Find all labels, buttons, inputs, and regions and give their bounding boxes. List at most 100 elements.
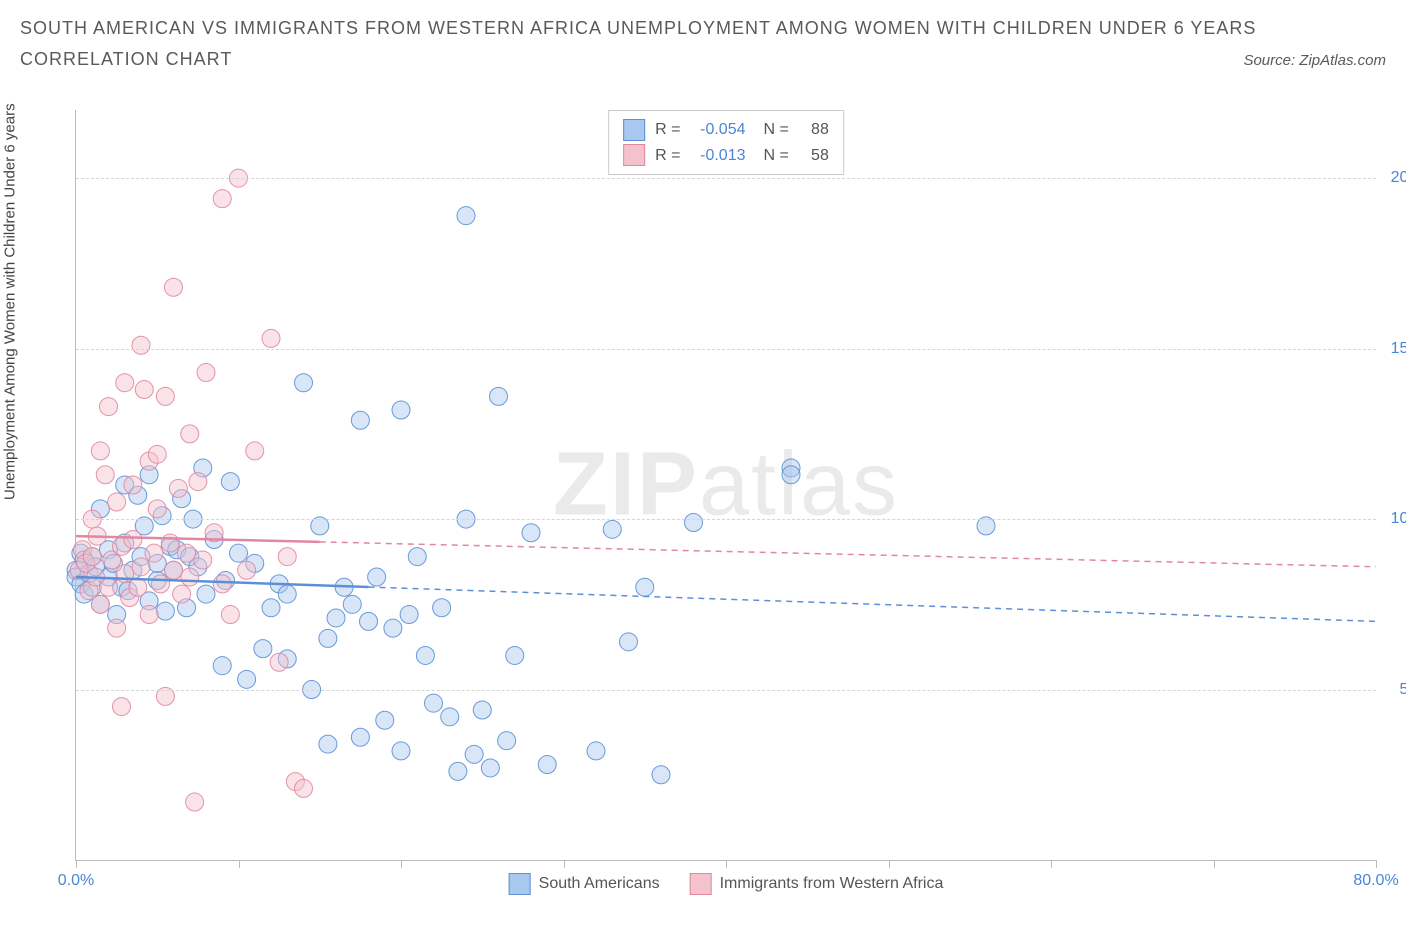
scatter-point xyxy=(148,445,166,463)
scatter-point xyxy=(376,711,394,729)
scatter-point xyxy=(91,442,109,460)
scatter-point xyxy=(213,190,231,208)
scatter-point xyxy=(262,329,280,347)
grid-line xyxy=(76,519,1376,520)
scatter-point xyxy=(100,398,118,416)
scatter-point xyxy=(148,500,166,518)
legend-label: South Americans xyxy=(539,875,660,893)
scatter-point xyxy=(319,629,337,647)
scatter-point xyxy=(238,670,256,688)
stats-r-label: R = xyxy=(655,117,680,143)
chart-container: Unemployment Among Women with Children U… xyxy=(20,100,1386,900)
scatter-point xyxy=(603,520,621,538)
scatter-point xyxy=(327,609,345,627)
scatter-point xyxy=(197,364,215,382)
scatter-point xyxy=(189,473,207,491)
chart-subtitle: CORRELATION CHART xyxy=(20,49,232,70)
scatter-point xyxy=(91,595,109,613)
y-tick-label: 10.0% xyxy=(1391,510,1406,528)
scatter-point xyxy=(498,732,516,750)
scatter-point xyxy=(100,578,118,596)
scatter-point xyxy=(392,742,410,760)
scatter-point xyxy=(652,766,670,784)
scatter-point xyxy=(473,701,491,719)
scatter-point xyxy=(213,657,231,675)
stats-r-value: -0.054 xyxy=(691,117,746,143)
scatter-point xyxy=(145,544,163,562)
scatter-point xyxy=(181,425,199,443)
y-axis-label: Unemployment Among Women with Children U… xyxy=(2,103,19,500)
scatter-point xyxy=(116,374,134,392)
scatter-point xyxy=(368,568,386,586)
scatter-svg xyxy=(76,110,1376,860)
scatter-point xyxy=(319,735,337,753)
x-tick xyxy=(564,860,565,868)
legend-label: Immigrants from Western Africa xyxy=(720,875,944,893)
trend-line-dashed xyxy=(369,587,1377,621)
scatter-point xyxy=(108,493,126,511)
grid-line xyxy=(76,349,1376,350)
grid-line xyxy=(76,178,1376,179)
scatter-point xyxy=(165,561,183,579)
x-tick xyxy=(1051,860,1052,868)
scatter-point xyxy=(782,466,800,484)
scatter-point xyxy=(156,602,174,620)
scatter-point xyxy=(132,336,150,354)
stats-row: R =-0.013N =58 xyxy=(623,143,829,169)
stats-r-label: R = xyxy=(655,143,680,169)
scatter-point xyxy=(587,742,605,760)
trend-line-dashed xyxy=(320,542,1376,567)
scatter-point xyxy=(230,544,248,562)
subtitle-row: CORRELATION CHART Source: ZipAtlas.com xyxy=(20,49,1386,70)
scatter-point xyxy=(165,278,183,296)
scatter-point xyxy=(129,578,147,596)
scatter-point xyxy=(351,728,369,746)
scatter-point xyxy=(173,585,191,603)
stats-n-label: N = xyxy=(764,117,789,143)
scatter-point xyxy=(384,619,402,637)
x-tick xyxy=(1214,860,1215,868)
scatter-point xyxy=(197,585,215,603)
scatter-point xyxy=(132,558,150,576)
scatter-point xyxy=(194,551,212,569)
scatter-point xyxy=(161,534,179,552)
stats-n-value: 58 xyxy=(799,143,829,169)
header: SOUTH AMERICAN VS IMMIGRANTS FROM WESTER… xyxy=(0,0,1406,70)
scatter-point xyxy=(465,745,483,763)
scatter-point xyxy=(449,762,467,780)
x-tick-label: 0.0% xyxy=(58,872,94,890)
scatter-point xyxy=(213,575,231,593)
scatter-point xyxy=(636,578,654,596)
plot-area: ZIPatlas R =-0.054N =88R =-0.013N =58 So… xyxy=(75,110,1376,861)
x-tick xyxy=(1376,860,1377,868)
scatter-point xyxy=(152,575,170,593)
scatter-point xyxy=(538,756,556,774)
scatter-point xyxy=(181,568,199,586)
x-tick xyxy=(726,860,727,868)
grid-line xyxy=(76,690,1376,691)
scatter-point xyxy=(457,207,475,225)
bottom-legend: South Americans Immigrants from Western A… xyxy=(509,873,944,895)
scatter-point xyxy=(481,759,499,777)
scatter-point xyxy=(246,442,264,460)
scatter-point xyxy=(343,595,361,613)
legend-item: South Americans xyxy=(509,873,660,895)
chart-title: SOUTH AMERICAN VS IMMIGRANTS FROM WESTER… xyxy=(20,18,1386,39)
legend-swatch xyxy=(623,144,645,166)
scatter-point xyxy=(83,548,101,566)
y-tick-label: 5.0% xyxy=(1400,681,1406,699)
scatter-point xyxy=(620,633,638,651)
y-tick-label: 20.0% xyxy=(1391,169,1406,187)
scatter-point xyxy=(113,698,131,716)
x-tick xyxy=(76,860,77,868)
scatter-point xyxy=(360,612,378,630)
scatter-point xyxy=(178,544,196,562)
scatter-point xyxy=(262,599,280,617)
scatter-point xyxy=(408,548,426,566)
scatter-point xyxy=(169,479,187,497)
x-tick xyxy=(239,860,240,868)
scatter-point xyxy=(96,466,114,484)
scatter-point xyxy=(140,606,158,624)
scatter-point xyxy=(270,653,288,671)
y-tick-label: 15.0% xyxy=(1391,340,1406,358)
